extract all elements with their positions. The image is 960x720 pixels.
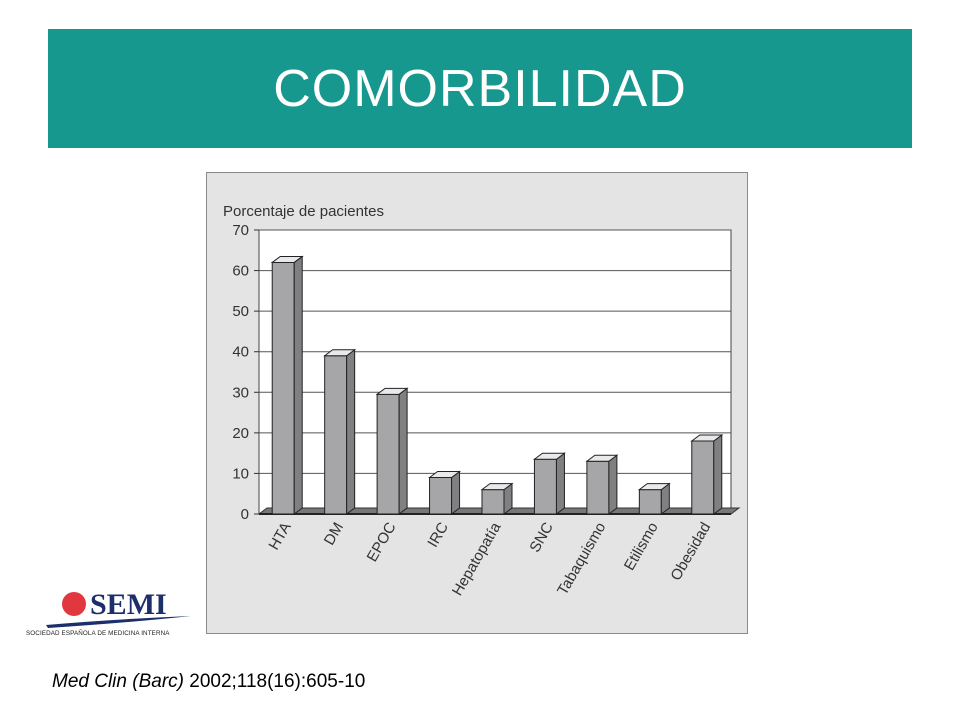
- y-tick-label: 40: [232, 344, 249, 361]
- x-tick-label: HTA: [266, 520, 295, 554]
- x-tick-label: Tabaquismo: [554, 520, 609, 599]
- bar-top: [690, 434, 724, 442]
- semi-logo: SEMI SOCIEDAD ESPAÑOLA DE MEDICINA INTER…: [26, 588, 198, 644]
- y-tick-label: 70: [232, 222, 249, 239]
- bar-top: [480, 483, 514, 491]
- bar-side: [451, 470, 461, 515]
- logo-caption: SOCIEDAD ESPAÑOLA DE MEDICINA INTERNA: [26, 630, 170, 637]
- y-tick-label: 0: [241, 506, 249, 523]
- y-tick-label: 50: [232, 303, 249, 320]
- bar: [481, 489, 505, 515]
- chart-panel: Porcentaje de pacientes 0 10 20 30 40 50 60 70 H…: [206, 172, 748, 634]
- citation-journal: Med Clin (Barc): [52, 671, 184, 692]
- bar-top: [323, 349, 357, 357]
- bar-side: [346, 348, 356, 515]
- bar-side: [398, 387, 408, 515]
- bar: [691, 440, 715, 515]
- bar-top: [637, 483, 671, 491]
- x-tick-label: Hepatopatía: [449, 519, 505, 599]
- bar-chart: Porcentaje de pacientes 0 10 20 30 40 50 60 70 H…: [223, 203, 741, 599]
- logo-circle-icon: [62, 592, 86, 616]
- bar-top: [270, 255, 304, 263]
- x-tick-label: DM: [321, 520, 347, 549]
- bar: [429, 476, 453, 515]
- bar-side: [293, 255, 303, 515]
- bar: [324, 355, 348, 515]
- title-banner: COMORBILIDAD: [48, 29, 912, 148]
- x-tick-label: EPOC: [364, 519, 400, 564]
- bar: [533, 458, 557, 515]
- y-tick-label: 60: [232, 263, 249, 280]
- x-tick-label: SNC: [526, 519, 557, 555]
- bar: [586, 460, 610, 515]
- x-tick-label: Etilismo: [621, 520, 662, 574]
- bar: [638, 489, 662, 515]
- y-tick-label: 10: [232, 465, 249, 482]
- bar-side: [555, 452, 565, 515]
- bar-side: [713, 433, 723, 515]
- bar-top: [585, 454, 619, 462]
- y-tick-label: 30: [232, 384, 249, 401]
- citation: Med Clin (Barc) 2002;118(16):605-10: [52, 671, 365, 693]
- y-tick-label: 20: [232, 425, 249, 442]
- logo-swoosh-icon: [46, 616, 191, 628]
- bar-top: [532, 452, 566, 460]
- bar-top: [375, 387, 409, 395]
- bar-top: [428, 470, 462, 478]
- bar: [376, 393, 400, 515]
- logo-wordmark: SEMI: [90, 588, 167, 621]
- bar: [271, 261, 295, 515]
- y-axis-label: Porcentaje de pacientes: [223, 203, 384, 220]
- citation-reference: 2002;118(16):605-10: [183, 671, 366, 692]
- page-title: COMORBILIDAD: [273, 59, 687, 118]
- x-tick-label: IRC: [424, 519, 452, 550]
- x-tick-label: Obesidad: [667, 520, 714, 584]
- bar-side: [608, 454, 618, 515]
